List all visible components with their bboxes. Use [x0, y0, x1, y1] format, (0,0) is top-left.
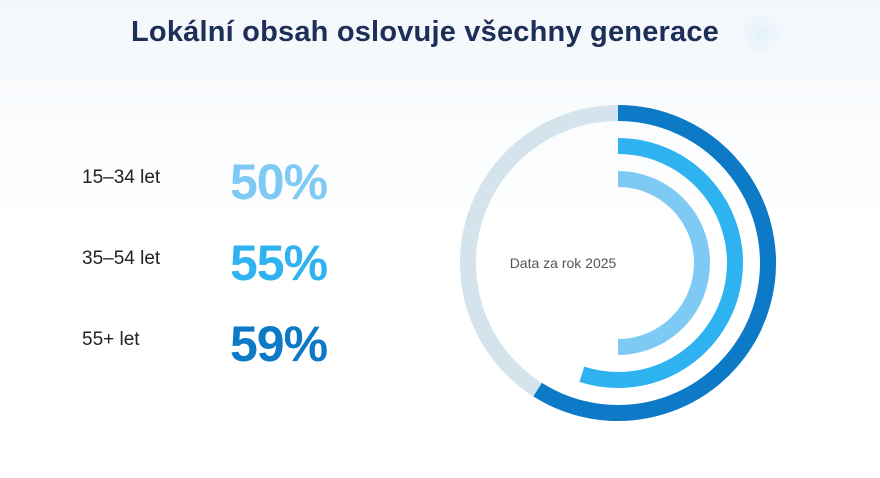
percentage-value: 59% — [230, 316, 328, 372]
page-title: Lokální obsah oslovuje všechny generace — [130, 16, 719, 48]
percentage-value: 55% — [230, 235, 328, 291]
stat-row-55-plus: 55+ let 59% — [0, 315, 420, 375]
chart-center-label: Data za rok 2025 — [510, 255, 617, 271]
age-group-label: 35–54 let — [82, 248, 161, 269]
stat-row-15-34: 15–34 let 50% — [0, 153, 420, 213]
percentage-value: 50% — [230, 154, 328, 210]
age-group-label: 55+ let — [82, 329, 140, 350]
radial-bar-2 — [579, 138, 743, 388]
radial-bar-1 — [617, 171, 710, 355]
decorative-glow — [738, 14, 784, 54]
stat-row-35-54: 35–54 let 55% — [0, 234, 420, 294]
radial-bar-3 — [533, 105, 776, 421]
age-group-label: 15–34 let — [82, 167, 161, 188]
